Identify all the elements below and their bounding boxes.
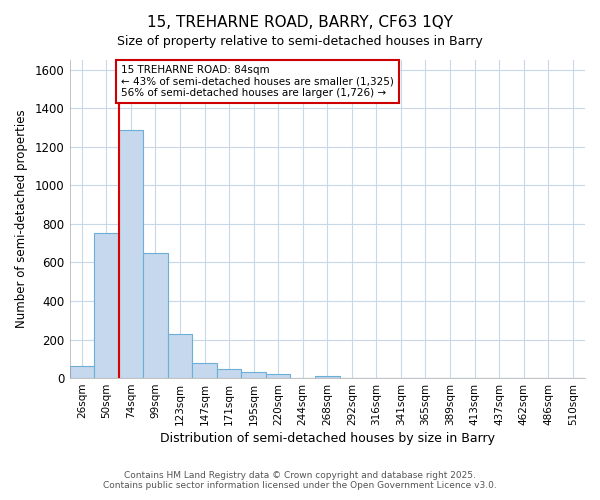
Text: Contains HM Land Registry data © Crown copyright and database right 2025.
Contai: Contains HM Land Registry data © Crown c… [103,470,497,490]
Bar [241,372,266,378]
Bar [119,130,143,378]
Bar [217,370,241,378]
Text: Size of property relative to semi-detached houses in Barry: Size of property relative to semi-detach… [117,35,483,48]
X-axis label: Distribution of semi-detached houses by size in Barry: Distribution of semi-detached houses by … [160,432,495,445]
Bar [266,374,290,378]
Bar [168,334,192,378]
Bar [192,362,217,378]
Bar [70,366,94,378]
Bar [94,234,119,378]
Text: 15 TREHARNE ROAD: 84sqm
← 43% of semi-detached houses are smaller (1,325)
56% of: 15 TREHARNE ROAD: 84sqm ← 43% of semi-de… [121,65,394,98]
Y-axis label: Number of semi-detached properties: Number of semi-detached properties [15,110,28,328]
Bar [143,253,168,378]
Text: 15, TREHARNE ROAD, BARRY, CF63 1QY: 15, TREHARNE ROAD, BARRY, CF63 1QY [147,15,453,30]
Bar [315,376,340,378]
